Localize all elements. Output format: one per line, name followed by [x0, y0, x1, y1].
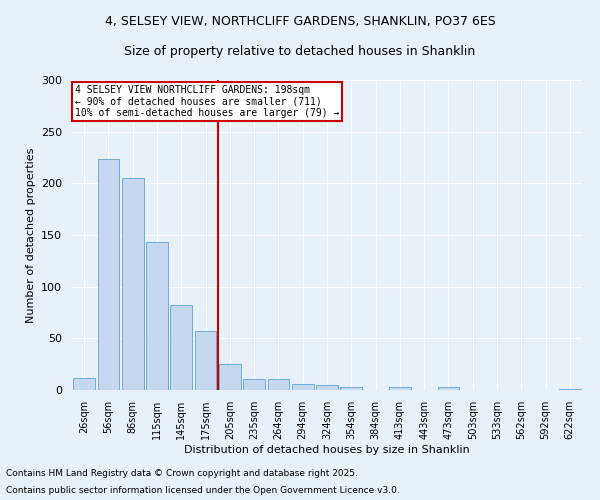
Bar — [316, 385, 338, 390]
Bar — [146, 242, 168, 390]
Y-axis label: Number of detached properties: Number of detached properties — [26, 148, 35, 322]
Text: Contains public sector information licensed under the Open Government Licence v3: Contains public sector information licen… — [6, 486, 400, 495]
Text: Size of property relative to detached houses in Shanklin: Size of property relative to detached ho… — [124, 45, 476, 58]
Bar — [437, 387, 460, 390]
Bar — [73, 378, 95, 390]
Bar — [122, 178, 143, 390]
Bar — [559, 389, 581, 390]
Bar — [194, 331, 217, 390]
Bar — [268, 378, 289, 390]
Text: 4 SELSEY VIEW NORTHCLIFF GARDENS: 198sqm
← 90% of detached houses are smaller (7: 4 SELSEY VIEW NORTHCLIFF GARDENS: 198sqm… — [74, 84, 339, 118]
Text: 4, SELSEY VIEW, NORTHCLIFF GARDENS, SHANKLIN, PO37 6ES: 4, SELSEY VIEW, NORTHCLIFF GARDENS, SHAN… — [104, 15, 496, 28]
X-axis label: Distribution of detached houses by size in Shanklin: Distribution of detached houses by size … — [184, 444, 470, 454]
Text: Contains HM Land Registry data © Crown copyright and database right 2025.: Contains HM Land Registry data © Crown c… — [6, 468, 358, 477]
Bar — [389, 387, 411, 390]
Bar — [97, 158, 119, 390]
Bar — [340, 387, 362, 390]
Bar — [219, 364, 241, 390]
Bar — [243, 378, 265, 390]
Bar — [292, 384, 314, 390]
Bar — [170, 306, 192, 390]
